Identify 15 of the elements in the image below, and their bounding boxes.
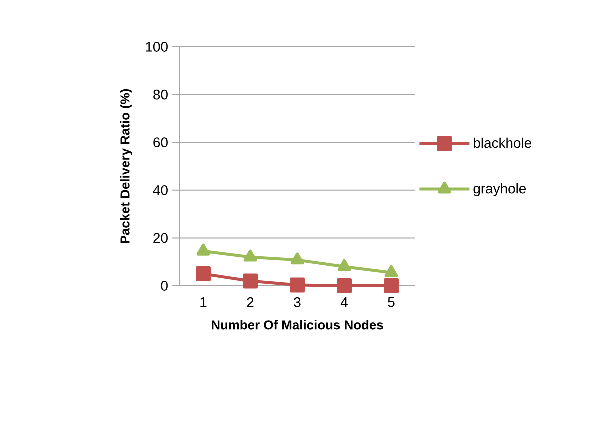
x-tick-label: 5 (388, 298, 395, 308)
y-tick-label: 100 (146, 42, 168, 52)
legend-label: grayhole (474, 183, 526, 196)
legend-label: blackhole (474, 138, 532, 148)
y-tick-label: 20 (154, 233, 168, 244)
y-tick-label: 60 (154, 138, 168, 148)
x-tick-label: 3 (294, 298, 301, 308)
y-tick-label: 80 (154, 90, 168, 100)
y-axis-title: Packet Delivery Ratio (%) (120, 89, 132, 244)
x-tick-label: 2 (247, 298, 254, 308)
y-tick-label: 40 (153, 185, 168, 196)
y-tick-label: 0 (161, 281, 168, 291)
x-axis-title: Number Of Malicious Nodes (212, 320, 384, 330)
x-tick-label: 4 (340, 298, 348, 308)
x-tick-label: 1 (200, 298, 207, 308)
